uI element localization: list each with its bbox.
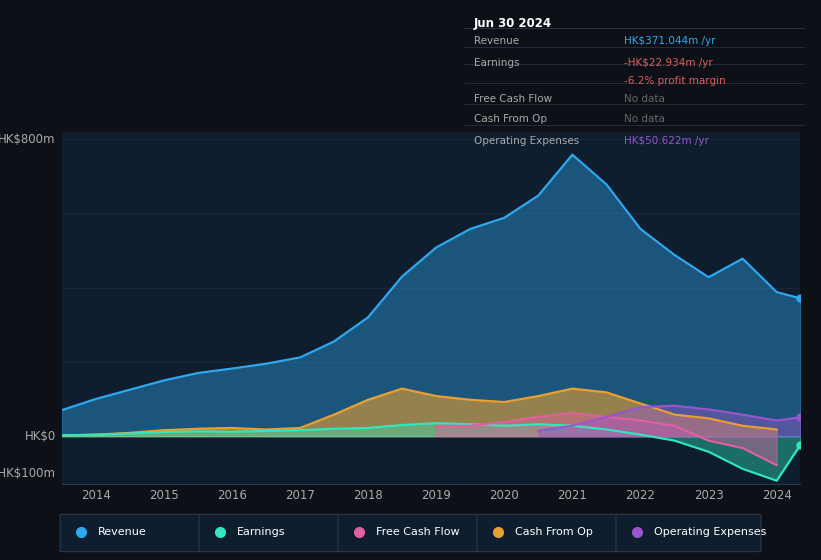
- Text: HK$371.044m /yr: HK$371.044m /yr: [624, 36, 715, 46]
- Text: -HK$22.934m /yr: -HK$22.934m /yr: [624, 58, 713, 68]
- Text: No data: No data: [624, 114, 665, 124]
- Text: HK$0: HK$0: [25, 430, 56, 442]
- FancyBboxPatch shape: [199, 514, 344, 552]
- Text: Free Cash Flow: Free Cash Flow: [474, 94, 553, 104]
- Text: Cash From Op: Cash From Op: [515, 527, 593, 537]
- Text: Earnings: Earnings: [236, 527, 285, 537]
- Text: Free Cash Flow: Free Cash Flow: [376, 527, 460, 537]
- Text: Revenue: Revenue: [474, 36, 519, 46]
- Text: -6.2% profit margin: -6.2% profit margin: [624, 76, 726, 86]
- FancyBboxPatch shape: [616, 514, 761, 552]
- FancyBboxPatch shape: [60, 514, 205, 552]
- Text: No data: No data: [624, 94, 665, 104]
- Text: Cash From Op: Cash From Op: [474, 114, 547, 124]
- Text: Operating Expenses: Operating Expenses: [474, 136, 580, 146]
- Text: HK$800m: HK$800m: [0, 133, 56, 146]
- Text: -HK$100m: -HK$100m: [0, 466, 56, 480]
- Text: Earnings: Earnings: [474, 58, 520, 68]
- FancyBboxPatch shape: [477, 514, 622, 552]
- FancyBboxPatch shape: [338, 514, 483, 552]
- Text: Operating Expenses: Operating Expenses: [654, 527, 766, 537]
- Text: Jun 30 2024: Jun 30 2024: [474, 17, 553, 30]
- Text: Revenue: Revenue: [98, 527, 146, 537]
- Text: HK$50.622m /yr: HK$50.622m /yr: [624, 136, 709, 146]
